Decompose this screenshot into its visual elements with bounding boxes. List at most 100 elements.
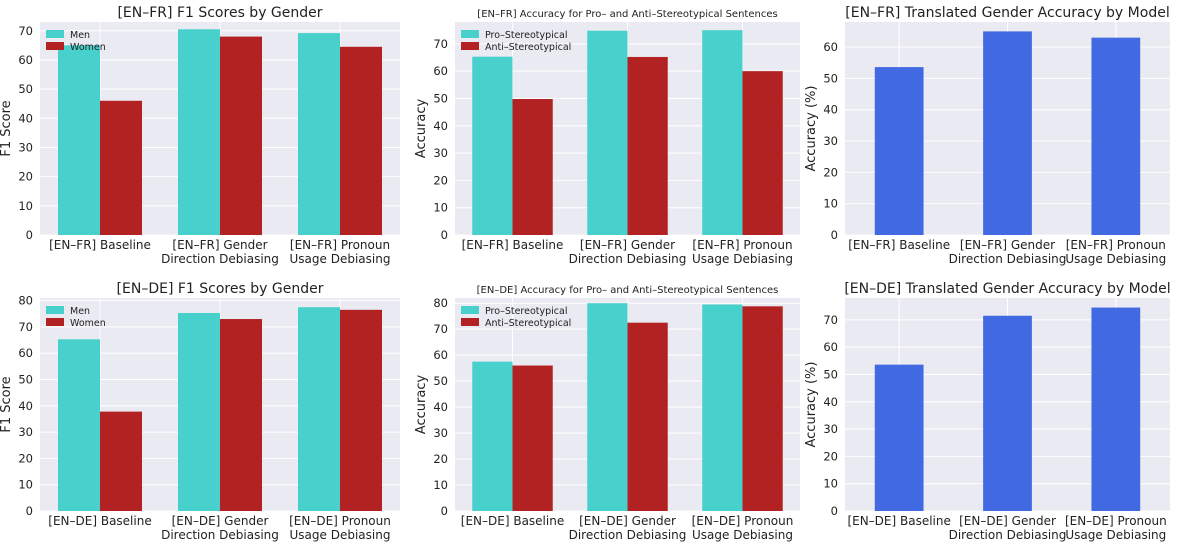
bar-pro-stereotypical-1 — [587, 30, 628, 235]
y-tick-label: 0 — [831, 504, 838, 518]
y-tick-label: 0 — [831, 228, 838, 242]
bar-accuracy-1 — [983, 315, 1032, 511]
y-tick-label: 0 — [441, 228, 448, 242]
legend-label: Men — [70, 30, 90, 41]
legend-swatch — [461, 30, 479, 38]
x-tick-label: Direction Debiasing — [949, 528, 1067, 542]
bar-pro-stereotypical-2 — [702, 30, 743, 236]
x-tick-label: Usage Debiasing — [692, 252, 793, 266]
x-tick-label: Usage Debiasing — [290, 252, 391, 266]
y-tick-label: 30 — [433, 426, 448, 440]
y-tick-label: 40 — [18, 399, 33, 413]
bar-pro-stereotypical-0 — [472, 56, 513, 235]
y-tick-label: 80 — [433, 296, 448, 310]
y-tick-label: 50 — [823, 71, 838, 85]
x-tick-label: Usage Debiasing — [290, 528, 391, 542]
y-tick-label: 40 — [823, 103, 838, 117]
y-tick-label: 40 — [823, 395, 838, 409]
legend-swatch — [461, 318, 479, 326]
x-tick-label: [EN–DE] Pronoun — [289, 514, 391, 528]
y-tick-label: 30 — [823, 134, 838, 148]
legend-swatch — [461, 42, 479, 50]
y-tick-label: 20 — [823, 449, 838, 463]
chart-title: [EN–FR] Translated Gender Accuracy by Mo… — [845, 5, 1169, 21]
y-tick-label: 30 — [823, 422, 838, 436]
x-tick-label: [EN–DE] Baseline — [847, 514, 950, 528]
y-tick-label: 0 — [26, 504, 33, 518]
bar-anti-stereotypical-0 — [512, 99, 553, 235]
y-tick-label: 70 — [18, 24, 33, 38]
bar-anti-stereotypical-2 — [742, 306, 783, 511]
bar-women-0 — [100, 411, 142, 511]
chart-fr-acc: 0 10 20 30 40 50 60 70 [EN–FR] Baseline [EN–FR] G… — [414, 9, 800, 266]
legend-label: Pro–Stereotypical — [485, 30, 567, 41]
y-tick-label: 60 — [823, 340, 838, 354]
y-tick-label: 40 — [433, 119, 448, 133]
bar-pro-stereotypical-2 — [702, 304, 743, 511]
x-tick-label: [EN–FR] Baseline — [49, 238, 151, 252]
bar-men-1 — [178, 312, 220, 511]
bar-pro-stereotypical-1 — [587, 303, 628, 511]
x-tick-label: [EN–DE] Gender — [959, 514, 1056, 528]
y-tick-label: 10 — [823, 197, 838, 211]
bar-men-1 — [178, 29, 220, 235]
x-tick-label: Direction Debiasing — [569, 252, 687, 266]
x-tick-label: [EN–FR] Baseline — [462, 238, 564, 252]
y-tick-label: 30 — [18, 425, 33, 439]
y-tick-label: 60 — [18, 346, 33, 360]
x-tick-label: [EN–FR] Baseline — [848, 238, 950, 252]
bar-women-1 — [220, 319, 262, 511]
x-tick-label: Direction Debiasing — [161, 528, 279, 542]
x-tick-label: Usage Debiasing — [692, 528, 793, 542]
legend-label: Pro–Stereotypical — [485, 306, 567, 317]
y-axis-label: F1 Score — [0, 100, 14, 156]
bar-pro-stereotypical-0 — [472, 361, 513, 511]
legend-swatch — [46, 30, 64, 38]
chart-de-f1: 0 10 20 30 40 50 60 70 80 [EN–DE] Baseline [EN–DE]… — [0, 281, 400, 542]
y-axis-label: Accuracy (%) — [804, 86, 819, 172]
y-tick-label: 50 — [823, 367, 838, 381]
y-tick-label: 70 — [18, 320, 33, 334]
y-tick-label: 80 — [18, 294, 33, 308]
y-tick-label: 70 — [433, 37, 448, 51]
bar-men-2 — [298, 307, 340, 511]
y-axis-label: Accuracy (%) — [804, 362, 819, 448]
legend-label: Anti–Stereotypical — [485, 318, 571, 329]
bar-accuracy-2 — [1091, 37, 1141, 235]
bar-anti-stereotypical-1 — [627, 322, 668, 511]
y-tick-label: 10 — [433, 478, 448, 492]
bar-women-2 — [340, 309, 382, 511]
chart-title: [EN–DE] Translated Gender Accuracy by Mo… — [844, 281, 1170, 297]
y-tick-label: 10 — [823, 477, 838, 491]
y-tick-label: 60 — [823, 40, 838, 54]
y-tick-label: 50 — [433, 91, 448, 105]
legend-label: Men — [70, 306, 90, 317]
bar-women-0 — [100, 100, 142, 235]
y-tick-label: 20 — [433, 173, 448, 187]
chart-fr-gender: 0 10 20 30 40 50 60 [EN–FR] Baseline [EN–FR] Gen… — [804, 5, 1170, 266]
legend-label: Anti–Stereotypical — [485, 42, 571, 53]
y-tick-label: 10 — [18, 199, 33, 213]
bar-men-0 — [58, 45, 100, 235]
bar-accuracy-0 — [874, 364, 924, 511]
y-tick-label: 60 — [433, 64, 448, 78]
x-tick-label: Direction Debiasing — [569, 528, 687, 542]
y-tick-label: 10 — [433, 201, 448, 215]
x-tick-label: [EN–FR] Pronoun — [692, 238, 792, 252]
y-tick-label: 40 — [18, 111, 33, 125]
bar-anti-stereotypical-2 — [742, 71, 783, 236]
chart-de-gender: 0 10 20 30 40 50 60 70 [EN–DE] Baseline [EN–DE] G… — [804, 281, 1171, 542]
y-tick-label: 60 — [18, 53, 33, 67]
y-tick-label: 50 — [433, 374, 448, 388]
x-tick-label: [EN–DE] Baseline — [461, 514, 564, 528]
x-tick-label: Direction Debiasing — [161, 252, 279, 266]
legend-swatch — [461, 306, 479, 314]
y-tick-label: 40 — [433, 400, 448, 414]
chart-title: [EN–FR] F1 Scores by Gender — [117, 5, 322, 21]
bar-accuracy-2 — [1091, 307, 1141, 511]
chart-de-acc: 0 10 20 30 40 50 60 70 80 [EN–DE] Baseline [EN–DE]… — [414, 285, 800, 542]
y-tick-label: 30 — [433, 146, 448, 160]
